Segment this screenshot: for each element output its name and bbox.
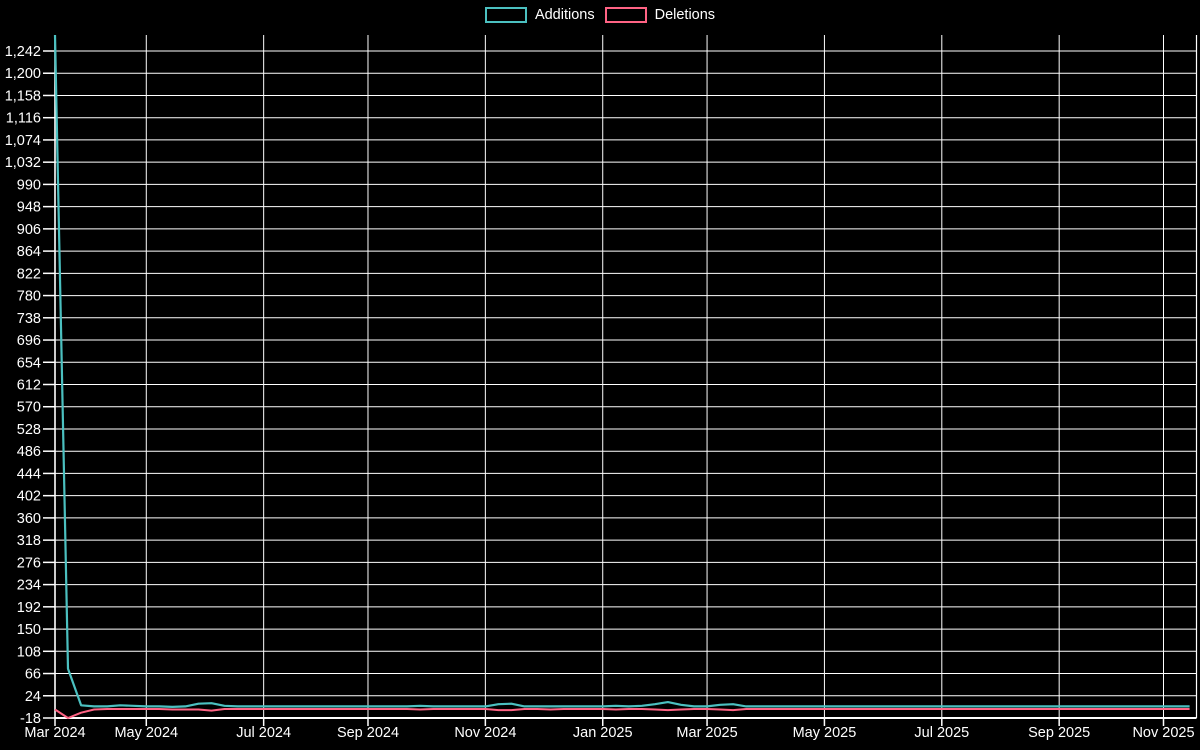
legend-label-deletions: Deletions xyxy=(654,6,716,23)
deletions-swatch xyxy=(604,7,647,23)
y-tick-label: 738 xyxy=(17,311,41,327)
x-tick-label: May 2024 xyxy=(114,725,178,741)
y-tick-label: 234 xyxy=(17,578,41,594)
y-tick-label: 1,074 xyxy=(5,133,41,149)
deletions-line[interactable] xyxy=(54,708,1190,719)
y-tick-label: 864 xyxy=(17,244,41,260)
x-tick-label: Mar 2025 xyxy=(676,725,737,741)
legend-label-additions: Additions xyxy=(534,6,595,23)
additions-swatch xyxy=(484,7,527,23)
y-tick-label: 612 xyxy=(17,378,41,394)
y-tick-label: 192 xyxy=(17,600,41,616)
y-tick-label: 654 xyxy=(17,355,41,371)
y-tick-label: 108 xyxy=(17,644,41,660)
y-tick-label: 906 xyxy=(17,222,41,238)
x-tick-label: Nov 2025 xyxy=(1132,725,1194,741)
y-tick-label: -18 xyxy=(20,711,41,727)
y-tick-label: 150 xyxy=(17,622,41,638)
y-tick-label: 570 xyxy=(17,400,41,416)
chart-legend: Additions Deletions xyxy=(0,7,1200,23)
y-tick-label: 696 xyxy=(17,333,41,349)
x-tick-label: Jul 2025 xyxy=(914,725,969,741)
x-tick-label: May 2025 xyxy=(793,725,857,741)
y-tick-label: 66 xyxy=(25,667,41,683)
y-tick-label: 402 xyxy=(17,489,41,505)
y-tick-label: 444 xyxy=(17,466,41,482)
x-tick-label: Sep 2024 xyxy=(337,725,399,741)
additions-line[interactable] xyxy=(53,34,1190,709)
legend-item-deletions[interactable]: Deletions xyxy=(604,6,716,23)
legend-item-additions[interactable]: Additions xyxy=(484,6,595,23)
y-tick-label: 486 xyxy=(17,444,41,460)
y-tick-label: 318 xyxy=(17,533,41,549)
y-tick-label: 780 xyxy=(17,289,41,305)
x-tick-label: Sep 2025 xyxy=(1028,725,1090,741)
x-tick-label: Nov 2024 xyxy=(454,725,516,741)
y-tick-label: 1,200 xyxy=(5,66,41,82)
y-tick-label: 1,242 xyxy=(5,44,41,60)
y-tick-label: 24 xyxy=(25,689,41,705)
y-tick-label: 1,032 xyxy=(5,155,41,171)
y-tick-label: 360 xyxy=(17,511,41,527)
y-tick-label: 822 xyxy=(17,266,41,282)
y-tick-label: 948 xyxy=(17,200,41,216)
y-tick-label: 1,158 xyxy=(5,88,41,104)
y-tick-label: 990 xyxy=(17,177,41,193)
x-tick-label: Jan 2025 xyxy=(573,725,633,741)
y-tick-label: 1,116 xyxy=(6,111,41,127)
y-tick-label: 276 xyxy=(17,555,41,571)
y-tick-label: 528 xyxy=(17,422,41,438)
x-tick-label: Mar 2024 xyxy=(24,725,85,741)
x-tick-label: Jul 2024 xyxy=(236,725,291,741)
